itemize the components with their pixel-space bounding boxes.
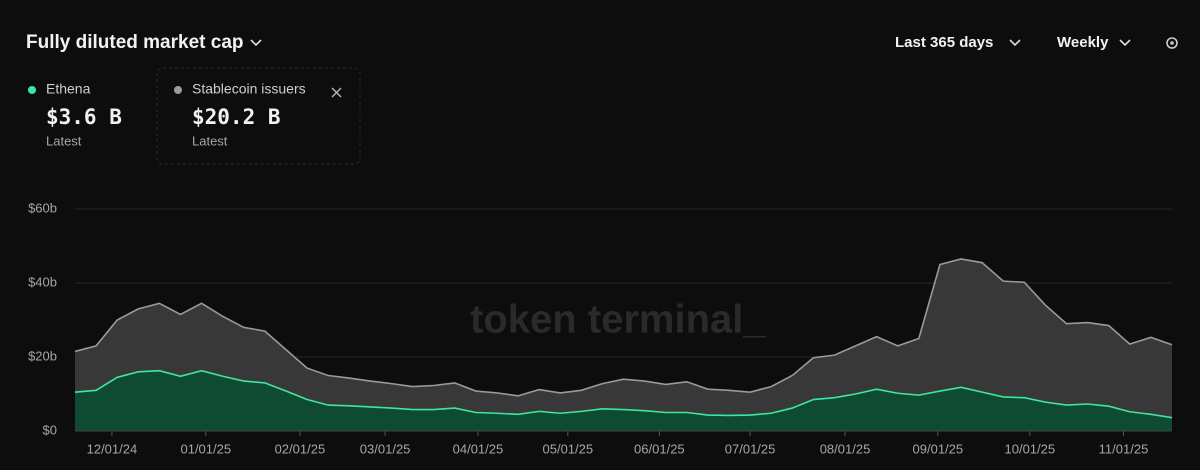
x-tick-label: 06/01/25 [634, 441, 685, 456]
y-tick-label: $40b [28, 274, 57, 289]
chart-title: Fully diluted market cap [26, 32, 244, 53]
x-tick-label: 05/01/25 [543, 441, 594, 456]
range-chevron[interactable] [1009, 39, 1021, 47]
area-fill [75, 258, 1172, 431]
watermark: token terminal_ [470, 298, 766, 342]
card-caption: Latest [192, 133, 228, 148]
interval-selector[interactable]: Weekly [1057, 34, 1109, 51]
x-tick-label: 12/01/24 [87, 441, 138, 456]
card-value: $20.2 B [192, 105, 281, 129]
y-tick-label: $20b [28, 348, 57, 363]
card-caption: Latest [46, 133, 82, 148]
x-tick-label: 04/01/25 [453, 441, 504, 456]
x-tick-label: 03/01/25 [360, 441, 411, 456]
legend-label: Stablecoin issuers [192, 81, 306, 97]
x-tick-label: 09/01/25 [913, 441, 964, 456]
legend-label: Ethena [46, 81, 91, 97]
close-icon[interactable] [331, 87, 342, 98]
settings-icon[interactable] [1166, 37, 1178, 49]
legend-dot [174, 86, 182, 94]
x-tick-label: 01/01/25 [180, 441, 231, 456]
y-tick-label: $60b [28, 200, 57, 215]
x-tick-label: 07/01/25 [725, 441, 776, 456]
card-value: $3.6 B [46, 105, 122, 129]
area-line [74, 258, 1173, 397]
interval-chevron[interactable] [1119, 39, 1131, 47]
x-tick-label: 10/01/25 [1005, 441, 1056, 456]
legend-dot [28, 86, 36, 94]
range-selector[interactable]: Last 365 days [895, 34, 993, 51]
x-tick-label: 08/01/25 [820, 441, 871, 456]
area-line [74, 369, 1173, 419]
y-tick-label: $0 [43, 422, 57, 437]
card-border [156, 67, 361, 165]
area-fill [75, 370, 1172, 431]
title-chevron[interactable] [250, 39, 262, 47]
x-tick-label: 02/01/25 [275, 441, 326, 456]
x-tick-label: 11/01/25 [1099, 441, 1149, 456]
